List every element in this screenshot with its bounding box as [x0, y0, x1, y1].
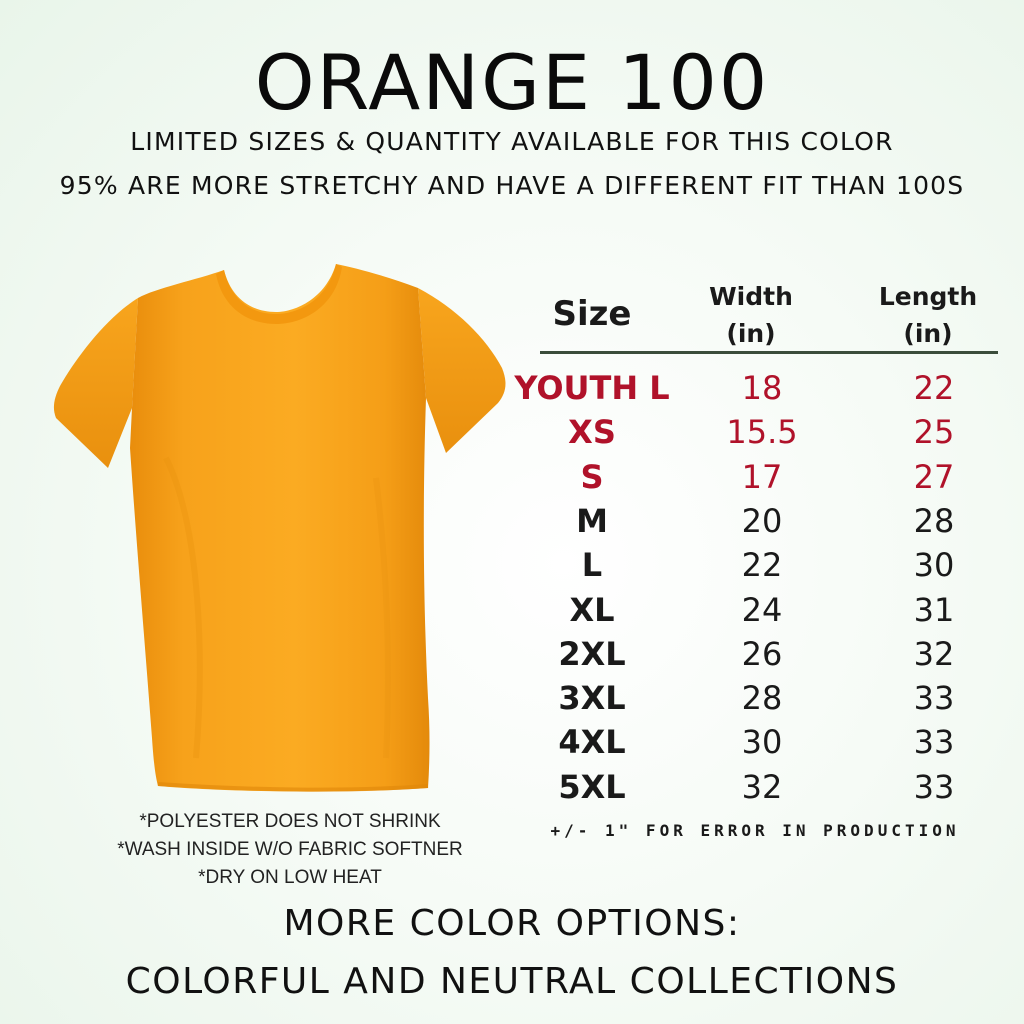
size-column-header: Size [552, 294, 632, 334]
care-note-wash: *WASH INSIDE W/O FABRIC SOFTNER [117, 839, 463, 860]
length-value: 28 [913, 502, 955, 540]
width-value: 30 [741, 723, 783, 761]
width-value: 22 [741, 546, 783, 584]
length-value: 32 [913, 635, 955, 673]
width-value: 15.5 [726, 413, 798, 451]
collections-note: COLORFUL AND NEUTRAL COLLECTIONS [125, 961, 899, 1002]
length-value: 33 [913, 768, 955, 806]
size-label: 4XL [558, 723, 626, 761]
size-row: 3XL 28 33 [500, 676, 1000, 720]
size-label: YOUTH L [514, 369, 670, 407]
size-row: 2XL 26 32 [500, 632, 1000, 676]
size-label: XL [569, 591, 615, 629]
length-value: 27 [913, 458, 955, 496]
width-column-header: Width [709, 282, 793, 311]
care-note-dry: *DRY ON LOW HEAT [198, 867, 382, 888]
left-sleeve [53, 298, 139, 468]
size-label: 2XL [558, 635, 626, 673]
orange-tshirt-image [53, 264, 506, 792]
right-sleeve [418, 288, 506, 453]
width-value: 28 [741, 679, 783, 717]
width-value: 18 [741, 369, 783, 407]
page-title: ORANGE 100 [254, 38, 770, 127]
length-value: 33 [913, 679, 955, 717]
size-row: S 17 27 [500, 455, 1000, 499]
size-row: YOUTH L 18 22 [500, 366, 1000, 410]
width-value: 17 [741, 458, 783, 496]
length-column-header: Length [878, 282, 978, 311]
length-value: 25 [913, 413, 955, 451]
availability-note: LIMITED SIZES & QUANTITY AVAILABLE FOR T… [130, 127, 894, 156]
shirt-body [130, 264, 430, 792]
size-label: 3XL [558, 679, 626, 717]
size-row: XS 15.5 25 [500, 410, 1000, 454]
header-divider [540, 351, 998, 354]
size-row: 5XL 32 33 [500, 765, 1000, 809]
size-row: 4XL 30 33 [500, 720, 1000, 764]
fit-note: 95% ARE MORE STRETCHY AND HAVE A DIFFERE… [59, 171, 965, 200]
width-value: 20 [741, 502, 783, 540]
size-label: 5XL [558, 768, 626, 806]
size-label: M [576, 502, 608, 540]
size-label: XS [568, 413, 616, 451]
size-row: L 22 30 [500, 543, 1000, 587]
more-colors-heading: MORE COLOR OPTIONS: [283, 903, 741, 944]
length-value: 31 [913, 591, 955, 629]
length-value: 22 [913, 369, 955, 407]
width-value: 24 [741, 591, 783, 629]
collar [216, 264, 342, 324]
width-unit-label: (in) [726, 319, 776, 348]
size-label: S [580, 458, 604, 496]
length-unit-label: (in) [903, 319, 953, 348]
tolerance-note: +/- 1" FOR ERROR IN PRODUCTION [550, 821, 960, 840]
care-note-shrink: *POLYESTER DOES NOT SHRINK [139, 811, 441, 832]
length-value: 33 [913, 723, 955, 761]
size-label: L [581, 546, 603, 584]
width-value: 26 [741, 635, 783, 673]
length-value: 30 [913, 546, 955, 584]
size-row: M 20 28 [500, 499, 1000, 543]
width-value: 32 [741, 768, 783, 806]
size-row: XL 24 31 [500, 588, 1000, 632]
